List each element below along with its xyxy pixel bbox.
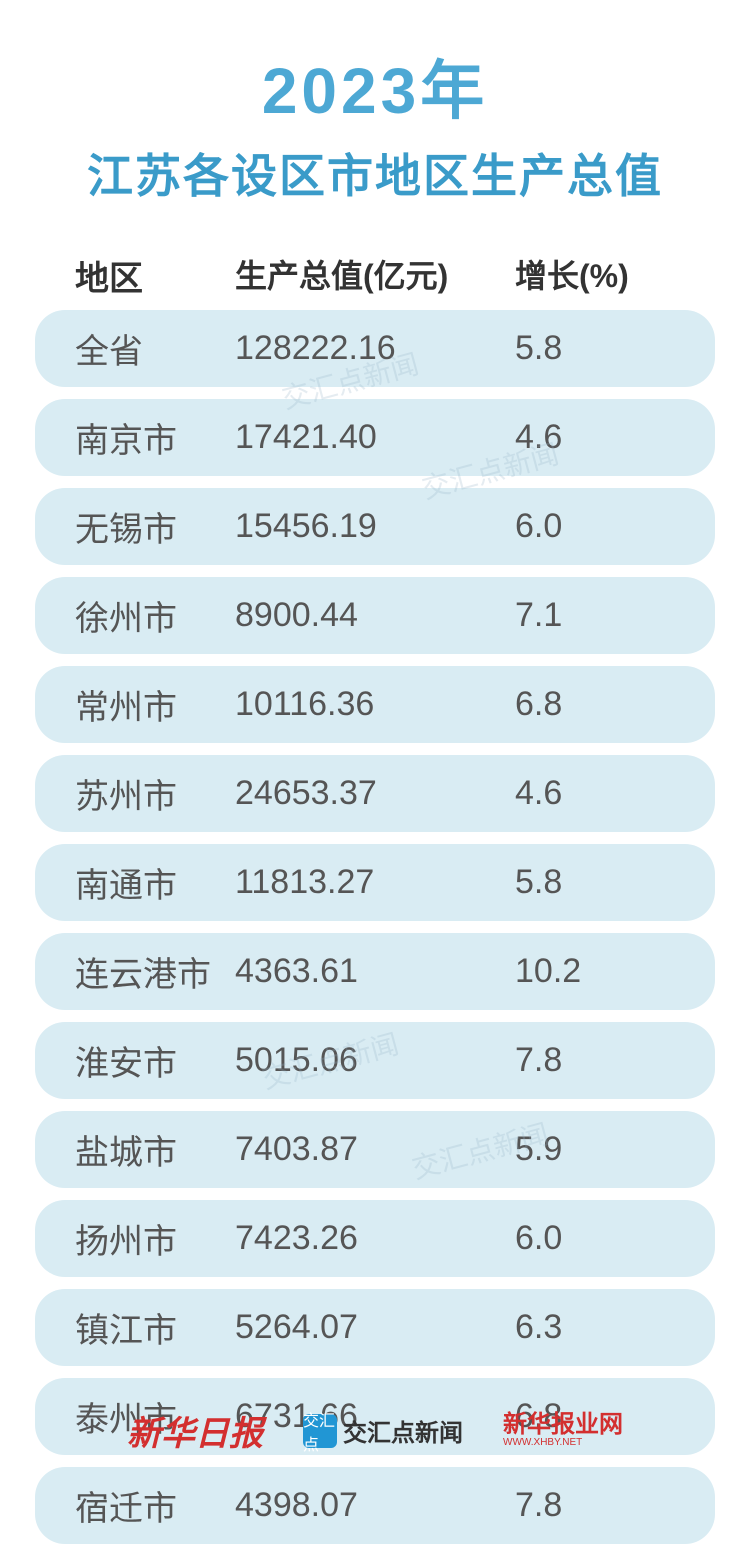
footer-source-2: 交汇点 交汇点新闻: [303, 1413, 463, 1448]
cell-growth: 5.8: [515, 863, 675, 902]
table-row: 常州市10116.366.8: [35, 666, 715, 743]
cell-gdp: 7423.26: [235, 1219, 515, 1258]
cell-region: 连云港市: [55, 947, 235, 996]
cell-growth: 6.0: [515, 507, 675, 546]
table-row: 连云港市4363.6110.2: [35, 933, 715, 1010]
gdp-table: 地区 生产总值(亿元) 增长(%) 全省128222.165.8南京市17421…: [35, 241, 715, 1544]
cell-growth: 6.0: [515, 1219, 675, 1258]
table-header-row: 地区 生产总值(亿元) 增长(%): [35, 241, 715, 310]
cell-region: 全省: [55, 324, 235, 373]
cell-growth: 10.2: [515, 952, 675, 991]
cell-gdp: 7403.87: [235, 1130, 515, 1169]
header-growth: 增长(%): [515, 251, 675, 300]
cell-growth: 6.3: [515, 1308, 675, 1347]
cell-region: 无锡市: [55, 502, 235, 551]
cell-gdp: 24653.37: [235, 774, 515, 813]
cell-growth: 4.6: [515, 418, 675, 457]
table-row: 全省128222.165.8: [35, 310, 715, 387]
table-row: 淮安市5015.067.8: [35, 1022, 715, 1099]
xhby-url: WWW.XHBY.NET: [503, 1437, 623, 1448]
cell-growth: 6.8: [515, 685, 675, 724]
cell-gdp: 4363.61: [235, 952, 515, 991]
cell-region: 宿迁市: [55, 1481, 235, 1530]
table-row: 扬州市7423.266.0: [35, 1200, 715, 1277]
table-row: 宿迁市4398.077.8: [35, 1467, 715, 1544]
footer-source-3: 新华报业网 WWW.XHBY.NET: [503, 1413, 623, 1448]
cell-region: 徐州市: [55, 591, 235, 640]
jiaohuidian-icon: 交汇点: [303, 1414, 337, 1448]
cell-gdp: 11813.27: [235, 863, 515, 902]
cell-gdp: 8900.44: [235, 596, 515, 635]
cell-growth: 7.1: [515, 596, 675, 635]
cell-region: 苏州市: [55, 769, 235, 818]
cell-gdp: 128222.16: [235, 329, 515, 368]
cell-gdp: 17421.40: [235, 418, 515, 457]
cell-growth: 5.9: [515, 1130, 675, 1169]
cell-region: 常州市: [55, 680, 235, 729]
table-row: 无锡市15456.196.0: [35, 488, 715, 565]
table-row: 盐城市7403.875.9: [35, 1111, 715, 1188]
table-row: 苏州市24653.374.6: [35, 755, 715, 832]
title-year: 2023年: [35, 40, 715, 132]
cell-gdp: 5015.06: [235, 1041, 515, 1080]
cell-gdp: 10116.36: [235, 685, 515, 724]
cell-region: 盐城市: [55, 1125, 235, 1174]
cell-region: 南通市: [55, 858, 235, 907]
header-gdp: 生产总值(亿元): [235, 251, 515, 300]
cell-region: 扬州市: [55, 1214, 235, 1263]
table-row: 镇江市5264.076.3: [35, 1289, 715, 1366]
xhby-logo: 新华报业网: [503, 1413, 623, 1437]
table-row: 南通市11813.275.8: [35, 844, 715, 921]
cell-growth: 5.8: [515, 329, 675, 368]
xinhua-daily-logo: 新华日报: [127, 1406, 263, 1455]
cell-gdp: 5264.07: [235, 1308, 515, 1347]
footer-source-1: 新华日报: [127, 1406, 263, 1455]
cell-gdp: 15456.19: [235, 507, 515, 546]
cell-gdp: 4398.07: [235, 1486, 515, 1525]
table-row: 徐州市8900.447.1: [35, 577, 715, 654]
cell-region: 镇江市: [55, 1303, 235, 1352]
cell-region: 南京市: [55, 413, 235, 462]
cell-growth: 4.6: [515, 774, 675, 813]
title-subtitle: 江苏各设区市地区生产总值: [35, 140, 715, 206]
footer: 新华日报 交汇点 交汇点新闻 新华报业网 WWW.XHBY.NET: [0, 1406, 750, 1455]
table-row: 南京市17421.404.6: [35, 399, 715, 476]
cell-region: 淮安市: [55, 1036, 235, 1085]
cell-growth: 7.8: [515, 1486, 675, 1525]
jiaohuidian-text: 交汇点新闻: [343, 1413, 463, 1448]
header-region: 地区: [55, 251, 235, 300]
cell-growth: 7.8: [515, 1041, 675, 1080]
